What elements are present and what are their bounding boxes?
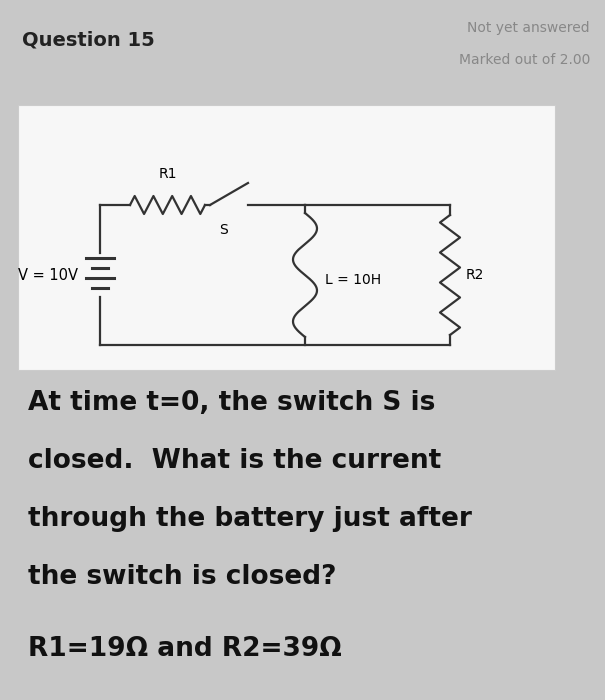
Text: L = 10H: L = 10H <box>325 273 381 287</box>
Text: S: S <box>220 223 228 237</box>
Text: Marked out of 2.00: Marked out of 2.00 <box>459 53 590 67</box>
Text: closed.  What is the current: closed. What is the current <box>28 448 441 474</box>
Text: Not yet answered: Not yet answered <box>468 21 590 35</box>
Text: V = 10V: V = 10V <box>18 267 78 283</box>
FancyBboxPatch shape <box>18 105 555 370</box>
Text: R1: R1 <box>159 167 177 181</box>
Text: R2: R2 <box>466 268 485 282</box>
Text: through the battery just after: through the battery just after <box>28 506 472 532</box>
Text: R1=19Ω and R2=39Ω: R1=19Ω and R2=39Ω <box>28 636 342 662</box>
Text: Question 15: Question 15 <box>22 31 155 50</box>
Text: At time t=0, the switch S is: At time t=0, the switch S is <box>28 390 436 416</box>
Text: the switch is closed?: the switch is closed? <box>28 564 336 590</box>
